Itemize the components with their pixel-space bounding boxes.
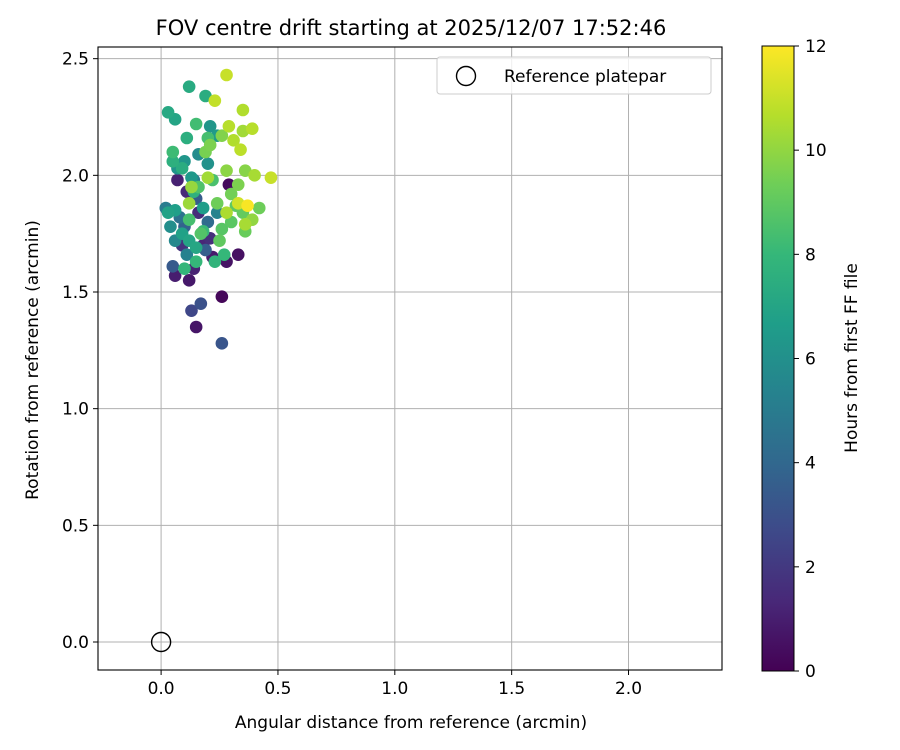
data-point [166, 260, 180, 273]
data-point [220, 68, 233, 82]
colorbar-tick-label: 0 [805, 662, 816, 682]
data-point [241, 199, 254, 212]
data-point [215, 337, 229, 350]
chart-title: FOV centre drift starting at 2025/12/07 … [156, 16, 667, 40]
data-point [224, 187, 238, 201]
x-axis-label: Angular distance from reference (arcmin) [235, 713, 587, 733]
data-point [189, 320, 203, 334]
data-point [224, 215, 238, 229]
data-point [231, 248, 245, 261]
data-point [194, 227, 208, 240]
y-tick-label: 0.0 [62, 633, 89, 653]
colorbar-gradient [761, 45, 795, 672]
data-point [220, 164, 233, 177]
data-point [196, 201, 210, 215]
data-point [201, 215, 215, 229]
data-point [182, 80, 196, 93]
data-point [161, 106, 175, 119]
data-point [201, 171, 215, 184]
data-point [236, 103, 250, 117]
data-point [208, 94, 222, 107]
data-point [252, 201, 266, 215]
data-point [264, 171, 278, 184]
y-tick-label: 1.5 [62, 283, 89, 303]
data-point [185, 180, 198, 194]
y-tick-label: 1.0 [62, 400, 89, 420]
data-point [213, 234, 226, 247]
data-point [166, 155, 180, 168]
colorbar-ticks: 0 2 4 6 8 10 12 [794, 37, 827, 682]
x-tick-label: 1.0 [381, 679, 408, 699]
data-point [182, 213, 196, 226]
data-point [215, 129, 229, 142]
legend: Reference platepar [436, 56, 712, 95]
data-point [189, 255, 203, 268]
data-point [203, 138, 217, 152]
y-tick-label: 0.5 [62, 516, 89, 536]
data-point [175, 162, 189, 175]
data-point [161, 206, 175, 219]
colorbar-tick-label: 10 [805, 141, 827, 161]
data-point [248, 169, 261, 182]
legend-marker-open-circle [455, 65, 477, 87]
x-tick-label: 0.0 [148, 679, 175, 699]
legend-label-reference: Reference platepar [504, 67, 666, 87]
x-tick-label: 2.0 [615, 679, 642, 699]
x-tick-label: 0.5 [264, 679, 291, 699]
data-point [164, 220, 177, 233]
data-point [220, 206, 233, 219]
data-point [199, 89, 212, 103]
y-tick-label: 2.5 [62, 50, 89, 70]
colorbar-tick-label: 4 [805, 454, 816, 474]
data-point [238, 164, 252, 177]
data-point [227, 134, 240, 147]
data-point [208, 255, 222, 268]
y-tick-label: 2.0 [62, 166, 89, 186]
data-point [217, 248, 231, 261]
colorbar-tick-label: 6 [805, 350, 816, 370]
reference-point-layer [150, 631, 172, 653]
data-point [203, 120, 217, 133]
data-point [182, 274, 196, 287]
data-point [194, 297, 208, 310]
colorbar-tick-label: 8 [805, 245, 816, 265]
colorbar-tick-label: 12 [805, 37, 827, 57]
data-point [182, 197, 196, 210]
y-axis: 0.0 0.5 1.0 1.5 2.0 2.5 [62, 50, 98, 653]
data-points [159, 68, 278, 350]
x-axis: 0.0 0.5 1.0 1.5 2.0 [148, 670, 642, 699]
x-tick-label: 1.5 [498, 679, 525, 699]
colorbar: 0 2 4 6 8 10 12 Hours from first FF file [761, 37, 862, 682]
data-point [231, 178, 245, 191]
data-point [189, 241, 203, 254]
data-point [201, 157, 215, 170]
colorbar-tick-label: 2 [805, 558, 816, 578]
data-point [166, 145, 180, 159]
data-point [185, 171, 198, 184]
data-point [180, 248, 194, 261]
data-point [210, 206, 224, 219]
data-point [234, 143, 247, 156]
plot-frame [97, 46, 723, 671]
data-point [189, 117, 203, 131]
legend-frame [436, 56, 712, 95]
data-point [171, 173, 184, 187]
data-point [210, 197, 224, 210]
data-point [245, 122, 259, 135]
data-point [180, 131, 194, 145]
y-axis-label: Rotation from reference (arcmin) [23, 220, 43, 500]
data-point [178, 262, 191, 275]
grid-lines [98, 47, 722, 670]
data-point [185, 304, 198, 317]
data-point [222, 120, 236, 133]
data-point [215, 222, 229, 236]
colorbar-label: Hours from first FF file [842, 263, 862, 453]
data-point [215, 290, 229, 303]
reference-platepar-marker [150, 631, 172, 653]
data-point [238, 218, 252, 231]
